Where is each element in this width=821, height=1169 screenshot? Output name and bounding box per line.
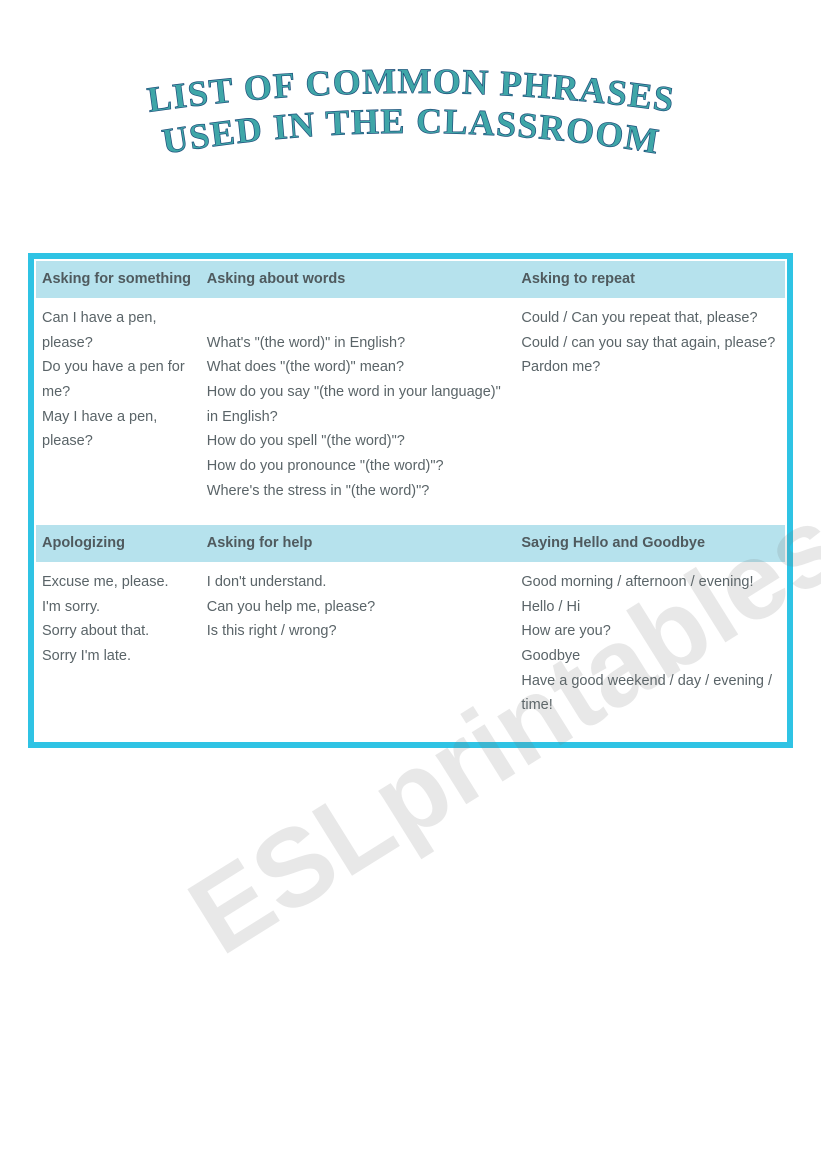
table-header-row: Asking for something Asking about words …	[36, 261, 785, 298]
col-header: Asking for something	[36, 261, 201, 298]
table-header-row: Apologizing Asking for help Saying Hello…	[36, 525, 785, 562]
phrases-table: Asking for something Asking about words …	[36, 261, 785, 740]
title-wordart: LIST OF COMMON PHRASES USED IN THE CLASS…	[31, 68, 791, 178]
table-cell: Excuse me, please.I'm sorry.Sorry about …	[36, 562, 201, 740]
col-header: Asking for help	[201, 525, 516, 562]
table-cell: Good morning / afternoon / evening!Hello…	[515, 562, 785, 740]
title-line2: USED IN THE CLASSROOM	[159, 101, 662, 162]
phrases-table-container: Asking for something Asking about words …	[28, 253, 793, 748]
table-cell: Can I have a pen, please?Do you have a p…	[36, 298, 201, 525]
page-title-container: LIST OF COMMON PHRASES USED IN THE CLASS…	[0, 0, 821, 183]
table-cell: I don't understand.Can you help me, plea…	[201, 562, 516, 740]
col-header: Apologizing	[36, 525, 201, 562]
table-row: Excuse me, please.I'm sorry.Sorry about …	[36, 562, 785, 740]
col-header: Asking about words	[201, 261, 516, 298]
table-row: Can I have a pen, please?Do you have a p…	[36, 298, 785, 525]
table-cell: Could / Can you repeat that, please?Coul…	[515, 298, 785, 525]
col-header: Asking to repeat	[515, 261, 785, 298]
table-cell: What's "(the word)" in English?What does…	[201, 298, 516, 525]
col-header: Saying Hello and Goodbye	[515, 525, 785, 562]
